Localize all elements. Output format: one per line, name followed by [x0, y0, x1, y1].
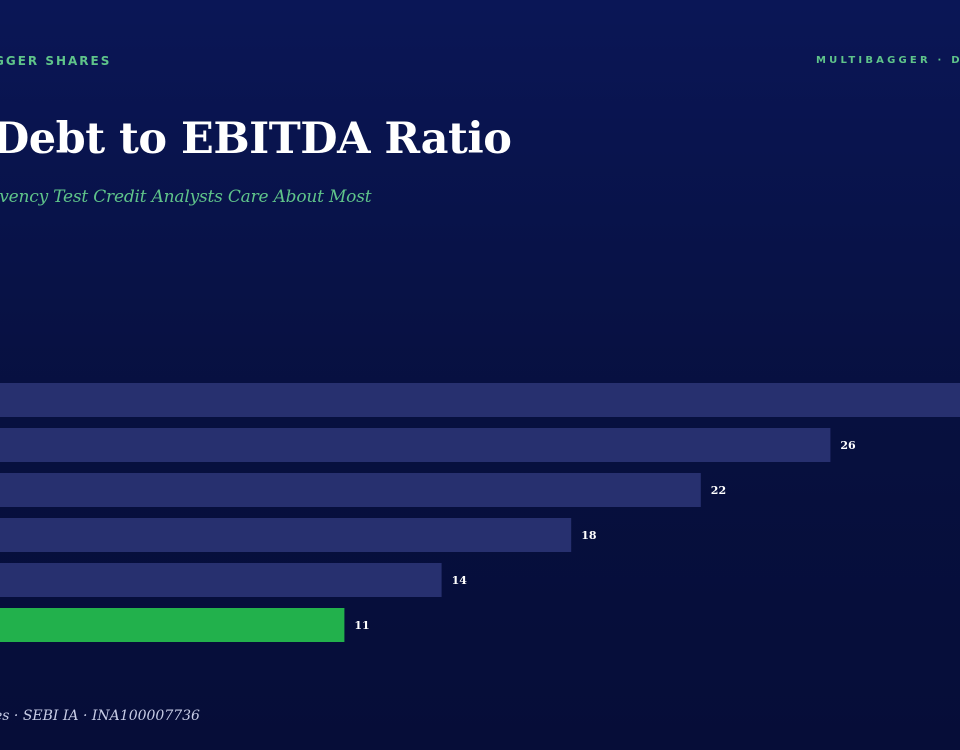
brand-name-right: MULTIBAGGER · D	[816, 55, 960, 66]
bar-1	[0, 428, 831, 462]
page-subtitle: lvency Test Credit Analysts Care About M…	[0, 187, 372, 207]
bar-0	[0, 383, 960, 417]
bar-2	[0, 473, 701, 507]
bar-value-label-3: 18	[581, 529, 597, 542]
footer-disclaimer: es · SEBI IA · INA100007736	[0, 708, 200, 724]
bar-value-label-4: 14	[452, 574, 468, 587]
bar-value-label-1: 26	[840, 439, 856, 452]
brand-name-left: GGER SHARES	[0, 54, 112, 68]
bar-value-label-5: 11	[354, 619, 369, 632]
bar-value-label-2: 22	[711, 484, 726, 497]
bar-5	[0, 608, 345, 642]
bar-4	[0, 563, 442, 597]
page-title: Debt to EBITDA Ratio	[0, 114, 512, 164]
bar-3	[0, 518, 572, 552]
